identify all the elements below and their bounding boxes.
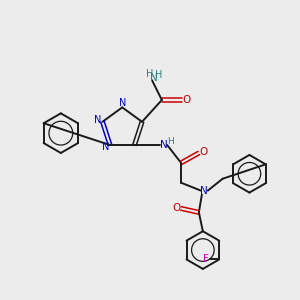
Text: N: N [118, 98, 126, 108]
Text: N: N [102, 142, 110, 152]
Text: H: H [167, 136, 173, 146]
Text: O: O [200, 147, 208, 157]
Text: O: O [182, 95, 191, 105]
Text: N: N [94, 115, 101, 125]
Text: H: H [146, 69, 154, 79]
Text: O: O [172, 203, 180, 213]
Text: N: N [160, 140, 168, 150]
Text: F: F [203, 254, 209, 265]
Text: N: N [150, 73, 158, 83]
Text: H: H [155, 70, 163, 80]
Text: N: N [200, 186, 208, 196]
